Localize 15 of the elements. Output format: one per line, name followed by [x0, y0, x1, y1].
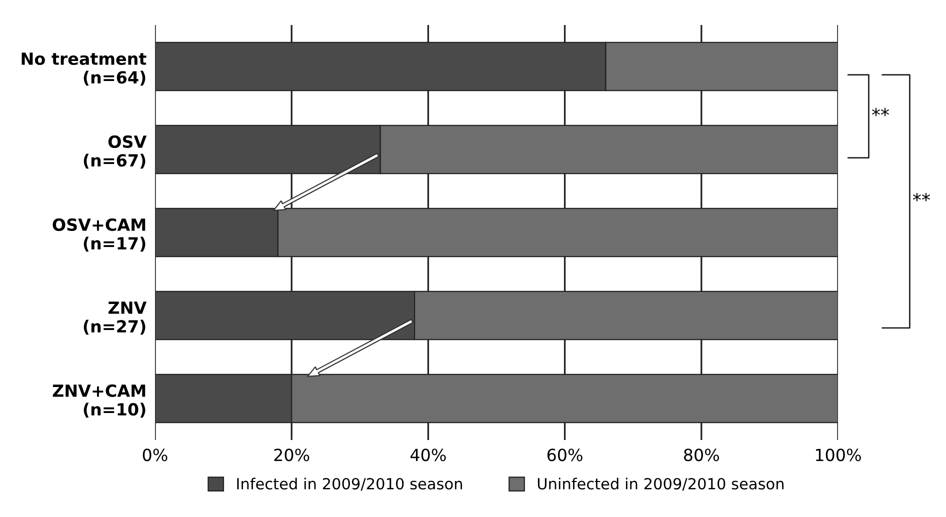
y-tick-label: OSV+CAM (n=17) — [52, 218, 146, 252]
x-tick-label: 20% — [274, 448, 310, 462]
y-tick-label: No treatment (n=64) — [22, 52, 146, 86]
x-tick-label: 0% — [142, 448, 168, 462]
y-tick-label: OSV (n=67) — [84, 135, 147, 169]
x-tick-label: 100% — [816, 448, 861, 462]
x-tick-label: 40% — [410, 448, 446, 462]
y-tick-label: ZNV+CAM (n=10) — [52, 384, 146, 418]
x-tick-label: 80% — [684, 448, 719, 462]
x-tick-label: 60% — [547, 448, 582, 462]
text: ** — [872, 108, 889, 116]
y-tick-label: ZNV (n=27) — [84, 302, 147, 335]
legend-label: Infected in 2009/2010 season — [237, 478, 462, 491]
text: ** — [912, 192, 930, 202]
legend-label: Uninfected in 2009/2010 season — [538, 478, 784, 491]
